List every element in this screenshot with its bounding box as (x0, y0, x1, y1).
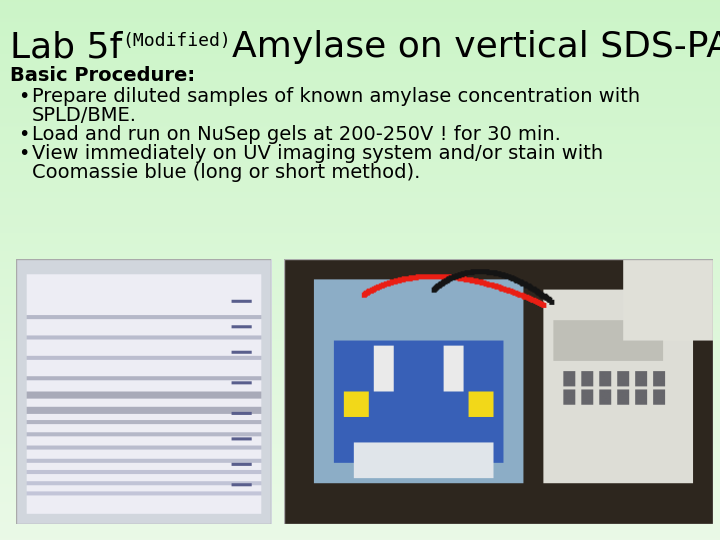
Text: View immediately on UV imaging system and/or stain with: View immediately on UV imaging system an… (32, 144, 603, 163)
Text: Amylase on vertical SDS-PAGE: Amylase on vertical SDS-PAGE (232, 30, 720, 64)
Text: •: • (18, 144, 30, 163)
Text: SPLD/BME.: SPLD/BME. (32, 106, 137, 125)
Text: (Modified): (Modified) (122, 32, 230, 50)
Text: Load and run on NuSep gels at 200-250V ! for 30 min.: Load and run on NuSep gels at 200-250V !… (32, 125, 561, 144)
Text: Basic Procedure:: Basic Procedure: (10, 66, 195, 85)
Text: Lab 5f: Lab 5f (10, 30, 122, 64)
Text: •: • (18, 87, 30, 106)
Text: •: • (18, 125, 30, 144)
Text: Prepare diluted samples of known amylase concentration with: Prepare diluted samples of known amylase… (32, 87, 640, 106)
Text: Coomassie blue (long or short method).: Coomassie blue (long or short method). (32, 163, 420, 182)
